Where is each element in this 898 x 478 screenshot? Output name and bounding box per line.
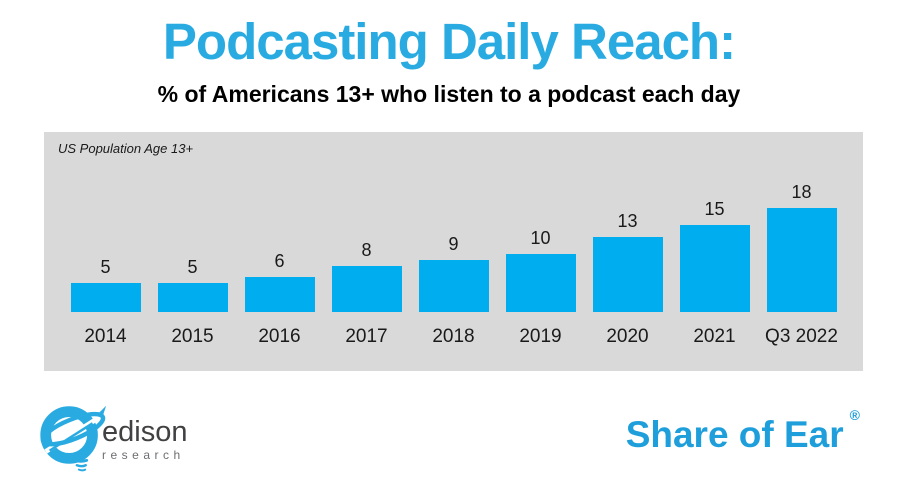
bar xyxy=(592,237,663,312)
chart-annotation: US Population Age 13+ xyxy=(58,141,194,156)
bar-category-label: 2015 xyxy=(171,326,214,347)
registered-trademark-symbol: ® xyxy=(849,406,860,423)
bar xyxy=(70,283,141,312)
share-of-ear-label: Share of Ear xyxy=(625,414,844,455)
bar-value-label: 13 xyxy=(617,211,638,231)
bars-row: 5 5 6 8 9 10 13 15 18 xyxy=(62,182,845,312)
edison-logo-text: edison research xyxy=(102,415,188,462)
bar-category-label: 2016 xyxy=(258,326,301,347)
categories-row: 2014 2015 2016 2017 2018 2019 2020 2021 Q3 2022 xyxy=(62,326,845,348)
bar xyxy=(331,266,402,312)
bar-value-label: 6 xyxy=(274,251,285,271)
bar-column: 15 xyxy=(671,199,758,312)
edison-research-logo: edison research xyxy=(34,396,187,474)
bar xyxy=(244,277,315,312)
bar-category-label: 2017 xyxy=(345,326,388,347)
bar-column: 9 xyxy=(410,234,497,312)
bar-column: 5 xyxy=(149,257,236,312)
page-subtitle: % of Americans 13+ who listen to a podca… xyxy=(157,81,741,107)
bar-column: 18 xyxy=(758,182,845,312)
bar-category-label: 2014 xyxy=(84,326,127,347)
bar xyxy=(766,208,837,312)
bar-category-label: 2018 xyxy=(432,326,475,347)
bar-value-label: 15 xyxy=(704,199,725,219)
bar-category-label: 2021 xyxy=(693,326,736,347)
bar-value-label: 9 xyxy=(448,234,459,254)
bar-category-label: 2019 xyxy=(519,326,562,347)
share-of-ear-brand: Share of Ear ® xyxy=(625,407,860,456)
bar-chart: US Population Age 13+ 5 5 6 8 9 10 13 15 18 2014… xyxy=(44,132,863,371)
bar xyxy=(505,254,576,312)
bar-value-label: 10 xyxy=(530,228,551,248)
bar-value-label: 18 xyxy=(791,182,812,202)
edison-logo-name: edison xyxy=(102,415,188,448)
bar-value-label: 8 xyxy=(361,240,372,260)
bar-column: 8 xyxy=(323,240,410,312)
bar-column: 6 xyxy=(236,251,323,312)
bar-value-label: 5 xyxy=(100,257,111,277)
bar-column: 13 xyxy=(584,211,671,312)
bar-column: 10 xyxy=(497,228,584,312)
page-title: Podcasting Daily Reach: xyxy=(162,13,736,70)
bar-category-label: Q3 2022 xyxy=(765,326,838,347)
edison-planet-icon xyxy=(40,405,107,472)
edison-logo-subname: research xyxy=(102,447,185,462)
bar-value-label: 5 xyxy=(187,257,198,277)
bar-category-label: 2020 xyxy=(606,326,649,347)
bar xyxy=(418,260,489,312)
bar-column: 5 xyxy=(62,257,149,312)
bar xyxy=(679,225,750,312)
bar xyxy=(157,283,228,312)
